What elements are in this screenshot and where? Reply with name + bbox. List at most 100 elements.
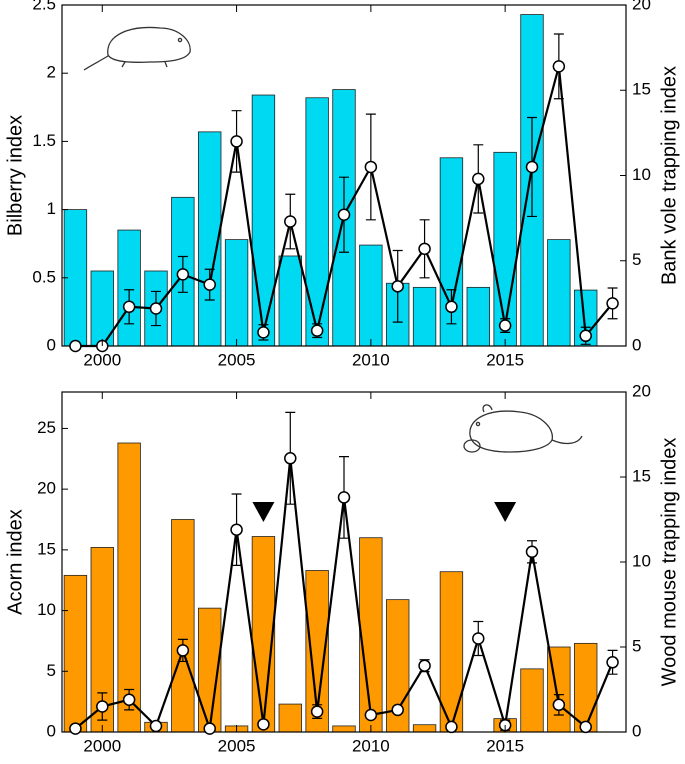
data-point: [606, 656, 619, 669]
data-point: [391, 280, 404, 293]
y2-tick-label: 20: [632, 381, 651, 400]
bar: [412, 724, 437, 733]
data-point: [69, 722, 82, 735]
data-point: [310, 705, 324, 718]
mouse-drawing: [463, 404, 583, 453]
y2-tick-label: 10: [632, 551, 651, 570]
data-point: [525, 545, 539, 559]
data-point: [391, 703, 404, 717]
y-tick-label: 1.5: [32, 131, 56, 150]
y-axis-label: Acorn index: [4, 509, 26, 615]
data-point: [96, 700, 109, 713]
data-point: [230, 135, 243, 148]
bar: [117, 229, 141, 347]
bar: [224, 239, 249, 347]
event-marker: [494, 502, 517, 522]
y2-tick-label: 0: [632, 335, 641, 354]
y2-tick-label: 10: [632, 165, 651, 184]
bar: [251, 94, 276, 347]
data-point: [472, 172, 485, 186]
data-point: [579, 720, 592, 734]
bar: [305, 97, 329, 347]
y-tick-label: 2: [47, 63, 56, 82]
y2-tick-label: 5: [632, 636, 641, 655]
x-tick-label: 2010: [352, 350, 390, 369]
y-tick-label: 15: [37, 539, 56, 558]
data-point: [284, 452, 297, 465]
bar: [574, 642, 598, 733]
x-tick-label: 2015: [486, 736, 524, 755]
data-point: [257, 718, 270, 731]
bar: [171, 519, 195, 733]
event-marker: [252, 502, 275, 522]
data-point: [418, 659, 431, 672]
y-tick-label: 0: [47, 721, 56, 740]
y-tick-label: 1: [47, 199, 56, 218]
data-point: [364, 708, 378, 722]
y2-tick-label: 15: [632, 466, 651, 485]
y-tick-label: 0: [47, 335, 56, 354]
data-point: [364, 160, 378, 174]
bar: [251, 536, 276, 733]
y-tick-label: 10: [37, 600, 56, 619]
bar: [359, 537, 383, 733]
data-point: [149, 302, 163, 315]
x-tick-label: 2000: [83, 350, 121, 369]
bar: [493, 151, 517, 347]
data-point: [203, 278, 216, 291]
data-point: [310, 324, 324, 337]
data-point: [122, 300, 136, 314]
data-point: [122, 693, 136, 706]
y2-tick-label: 5: [632, 250, 641, 269]
data-point: [337, 491, 351, 504]
y2-axis-label: Bank vole trapping index: [658, 66, 680, 285]
data-point: [284, 215, 297, 228]
x-tick-label: 2010: [352, 736, 390, 755]
bar: [466, 286, 490, 347]
data-point: [472, 632, 485, 645]
data-point: [418, 242, 431, 256]
y-axis-label: Bilberry index: [4, 115, 26, 236]
y-tick-label: 2.5: [32, 0, 56, 13]
data-point: [203, 722, 216, 735]
y2-tick-label: 0: [632, 721, 641, 740]
bar: [278, 255, 302, 347]
bar: [547, 239, 571, 347]
data-point: [230, 523, 243, 536]
data-point: [579, 329, 592, 343]
bar: [117, 442, 141, 733]
bar: [63, 574, 88, 733]
y-tick-label: 20: [37, 479, 56, 498]
x-tick-label: 2005: [218, 736, 256, 755]
x-tick-label: 2005: [218, 350, 256, 369]
data-point: [445, 300, 458, 314]
x-tick-label: 2015: [486, 350, 524, 369]
y-tick-label: 5: [47, 661, 56, 680]
bar: [520, 668, 544, 733]
vole-drawing: [83, 26, 191, 71]
data-point: [606, 297, 619, 310]
x-tick-label: 2000: [83, 736, 121, 755]
data-point: [337, 208, 351, 221]
data-point: [445, 720, 458, 734]
data-point: [498, 319, 512, 332]
y2-tick-label: 15: [632, 80, 651, 99]
y2-tick-label: 20: [632, 0, 651, 13]
data-point: [176, 268, 190, 281]
data-point: [552, 698, 566, 712]
bar: [412, 286, 437, 347]
y-tick-label: 0.5: [32, 267, 56, 286]
y2-axis-label: Wood mouse trapping index: [658, 438, 680, 687]
bar: [332, 725, 356, 733]
data-point: [525, 160, 539, 174]
data-point: [69, 339, 82, 353]
y-tick-label: 25: [37, 418, 56, 437]
bar: [359, 244, 383, 347]
data-point: [257, 326, 270, 339]
bar: [278, 703, 302, 733]
data-point: [552, 60, 566, 73]
data-point: [149, 719, 163, 733]
data-point: [176, 644, 190, 657]
